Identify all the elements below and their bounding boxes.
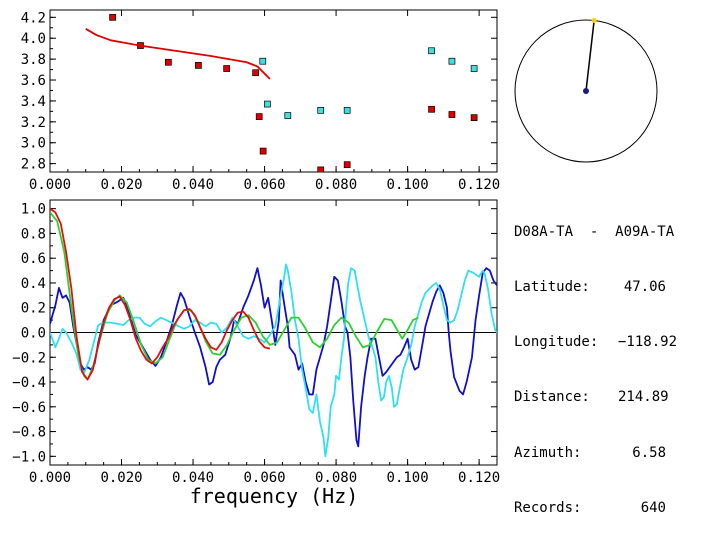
x-axis-label: frequency (Hz) [190,484,359,508]
y-tick-label: 0.4 [21,276,46,292]
data-point [165,58,172,66]
y-tick-label: 3.0 [21,136,46,152]
info-label: Longitude: [514,334,599,351]
data-point [252,69,259,77]
y-tick-label: 3.4 [21,94,46,110]
y-tick-label: −1.0 [12,449,46,465]
top-plot-frame [49,9,498,173]
x-tick-label: 0.020 [100,177,142,193]
station-info: D08A-TA - A09A-TA Latitude: 47.06 Longitu… [514,186,678,536]
data-point [259,57,267,65]
x-tick-label: 0.100 [387,177,429,193]
info-value: −118.92 [618,334,678,351]
azimuth-map [514,17,658,163]
data-point [448,111,456,118]
x-tick-label: 0.060 [243,470,285,486]
x-tick-label: 0.040 [172,177,214,193]
figure: 0.000 0.020 0.040 0.060 0.080 0.100 0.120 2.8 3.… [12,9,658,508]
map-circle [514,19,658,163]
x-tick-label: 0.080 [315,470,357,486]
x-tick-label: 0.120 [458,177,500,193]
x-tick-label: 0.040 [172,470,214,486]
info-label: Latitude: [514,279,590,296]
top-axis-ticks: 0.000 0.020 0.040 0.060 0.080 0.100 0.120 2.8 3.… [21,10,500,193]
info-value: 214.89 [618,389,669,406]
remote-station-dot [591,17,597,23]
series-line-3 [50,207,271,381]
info-row-latitude: Latitude: 47.06 [514,278,674,296]
y-tick-label: 0.0 [21,326,46,342]
data-point [264,100,271,108]
bottom-axis-ticks: 0.000 0.020 0.040 0.060 0.080 0.100 0.120 −1.0 −… [12,200,500,486]
data-point [259,147,267,155]
y-tick-label: 3.6 [21,73,46,89]
x-tick-label: 0.060 [243,177,285,193]
y-tick-label: 0.2 [21,301,46,317]
x-tick-label: 0.080 [315,177,357,193]
y-tick-label: 0.6 [21,251,46,267]
series-line-0 [50,267,497,448]
data-point [223,65,231,72]
info-row-records: Records: 640 [514,499,674,517]
data-point [428,105,435,113]
center-station-dot [583,88,589,94]
data-point [470,65,478,72]
data-point [343,106,351,114]
series-line-2 [50,211,419,381]
info-value: 47.06 [623,279,666,296]
x-tick-label: 0.000 [29,177,71,193]
series-line-1 [50,263,497,458]
data-point [317,106,325,114]
info-label: Records: [514,499,582,516]
y-tick-label: 4.2 [21,10,46,26]
x-tick-label: 0.000 [29,470,71,486]
data-point [343,161,351,169]
info-label: Azimuth: [514,444,582,461]
x-tick-label: 0.120 [458,470,500,486]
y-tick-label: −0.2 [12,350,46,366]
info-label: Distance: [514,389,590,406]
bottom-plot-marks [50,207,497,458]
top-plot-marks [85,13,478,172]
azimuth-line [585,20,595,92]
coherence-panel: 0.000 0.020 0.040 0.060 0.080 0.100 0.120 −1.0 −… [12,199,500,508]
info-value: 6.58 [632,444,666,461]
y-tick-label: 1.0 [21,202,46,218]
y-tick-label: −0.4 [12,375,46,391]
dispersion-panel: 0.000 0.020 0.040 0.060 0.080 0.100 0.120 2.8 3.… [21,9,500,193]
data-point [284,112,292,119]
y-tick-label: 4.0 [21,31,46,47]
data-point [317,166,325,172]
info-row-longitude: Longitude: −118.92 [514,333,678,351]
info-row-azimuth: Azimuth: 6.58 [514,444,674,462]
data-point [195,62,202,69]
y-tick-label: 3.8 [21,52,46,68]
x-tick-label: 0.020 [100,470,142,486]
x-tick-label: 0.100 [387,470,429,486]
data-point [109,13,116,21]
y-tick-label: 3.2 [21,115,46,131]
data-point [255,113,263,120]
y-tick-label: −0.8 [12,425,46,441]
data-point [448,57,456,65]
data-point [470,114,478,122]
y-tick-label: 2.8 [21,157,46,173]
series-line-2 [85,28,271,80]
info-row-distance: Distance: 214.89 [514,388,674,406]
info-value: 640 [640,499,666,516]
data-point [428,47,435,55]
y-tick-label: 0.8 [21,226,46,242]
y-tick-label: −0.6 [12,400,46,416]
station-pair-title: D08A-TA - A09A-TA [514,223,675,240]
